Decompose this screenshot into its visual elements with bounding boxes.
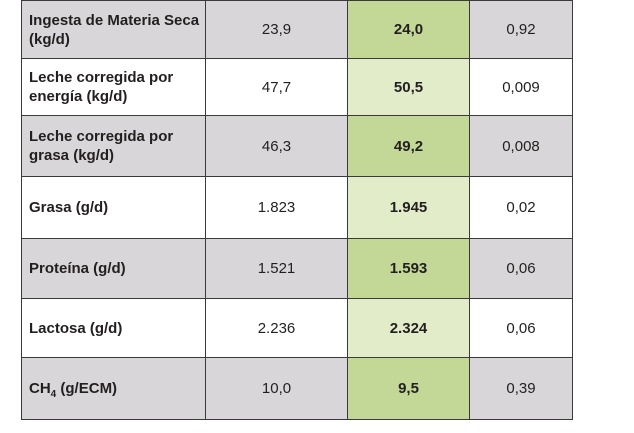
control-value: 10,0 [205,357,348,420]
results-table: Ingesta de Materia Seca (kg/d) 23,9 24,0… [21,0,573,420]
table-row-fat: Grasa (g/d) 1.823 1.945 0,02 [21,176,573,239]
table-row-dry-matter-intake: Ingesta de Materia Seca (kg/d) 23,9 24,0… [21,0,573,59]
table-row-lactose: Lactosa (g/d) 2.236 2.324 0,06 [21,298,573,358]
results-table-container: Ingesta de Materia Seca (kg/d) 23,9 24,0… [21,0,573,420]
label-prefix: CH [29,380,51,397]
row-label: Grasa (g/d) [21,176,206,239]
p-value: 0,06 [469,238,573,299]
table-row-energy-corrected-milk: Leche corregida por energía (kg/d) 47,7 … [21,58,573,116]
table-row-protein: Proteína (g/d) 1.521 1.593 0,06 [21,238,573,299]
control-value: 46,3 [205,115,348,177]
row-label: CH4 (g/ECM) [21,357,206,420]
control-value: 2.236 [205,298,348,358]
label-subscript: 4 [50,389,57,400]
control-value: 23,9 [205,0,348,59]
treatment-value: 9,5 [347,357,470,420]
treatment-value: 49,2 [347,115,470,177]
p-value: 0,39 [469,357,573,420]
treatment-value: 1.593 [347,238,470,299]
p-value: 0,009 [469,58,573,116]
p-value: 0,008 [469,115,573,177]
control-value: 47,7 [205,58,348,116]
table-row-fat-corrected-milk: Leche corregida por grasa (kg/d) 46,3 49… [21,115,573,177]
row-label: Proteína (g/d) [21,238,206,299]
p-value: 0,06 [469,298,573,358]
treatment-value: 24,0 [347,0,470,59]
treatment-value: 50,5 [347,58,470,116]
treatment-value: 2.324 [347,298,470,358]
row-label: Lactosa (g/d) [21,298,206,358]
row-label: Leche corregida por grasa (kg/d) [21,115,206,177]
label-suffix: (g/ECM) [56,380,118,397]
row-label: Leche corregida por energía (kg/d) [21,58,206,116]
row-label: Ingesta de Materia Seca (kg/d) [21,0,206,59]
p-value: 0,02 [469,176,573,239]
table-row-methane: CH4 (g/ECM) 10,0 9,5 0,39 [21,357,573,420]
treatment-value: 1.945 [347,176,470,239]
control-value: 1.521 [205,238,348,299]
p-value: 0,92 [469,0,573,59]
control-value: 1.823 [205,176,348,239]
